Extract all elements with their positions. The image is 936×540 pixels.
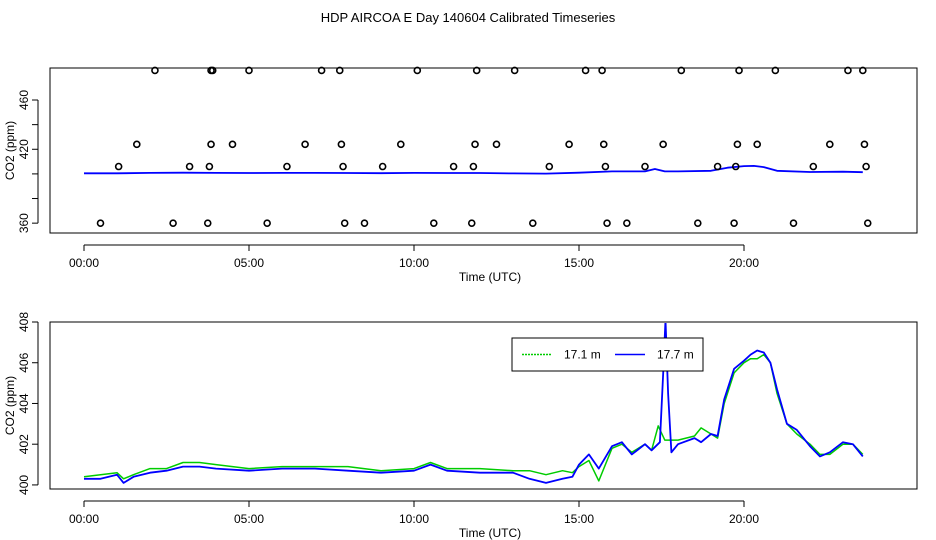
- data-point: [693, 219, 702, 227]
- y-tick-label: 420: [17, 139, 31, 159]
- y-tick-label: 404: [17, 393, 31, 413]
- plot-area: [84, 164, 863, 175]
- data-point: [730, 219, 738, 227]
- chart-title: HDP AIRCOA E Day 140604 Calibrated Times…: [321, 10, 616, 25]
- data-point: [753, 140, 762, 149]
- data-point: [713, 162, 722, 171]
- data-point: [203, 219, 212, 227]
- plot-frame: [49, 67, 918, 234]
- plot-frame: [49, 321, 918, 490]
- data-point: [863, 219, 872, 227]
- data-point: [581, 66, 590, 75]
- data-point: [207, 140, 215, 149]
- legend-label: 17.7 m: [657, 348, 694, 362]
- bottom-panel: 00:00 05:00 10:00 15:00 20:00 Time (UTC) 400 40…: [3, 312, 918, 540]
- data-point: [245, 66, 253, 75]
- data-point: [565, 140, 573, 149]
- data-point: [471, 140, 479, 149]
- y-tick-label: 400: [17, 475, 31, 495]
- data-point: [789, 219, 798, 227]
- data-point: [860, 140, 869, 149]
- data-point: [809, 162, 818, 171]
- x-tick-label: 10:00: [399, 512, 429, 526]
- data-point: [133, 140, 141, 149]
- y-tick-label: 460: [17, 90, 31, 110]
- data-point: [228, 140, 237, 149]
- data-point: [337, 140, 346, 149]
- series-line-17-1-m: [83, 353, 864, 482]
- y-axis-label: CO2 (ppm): [3, 376, 17, 435]
- x-tick-label: 10:00: [399, 256, 429, 270]
- data-point: [151, 66, 159, 75]
- x-tick-label: 15:00: [564, 512, 594, 526]
- plot-area: [83, 323, 864, 484]
- y-axis-label: CO2 (ppm): [3, 121, 17, 180]
- data-point: [731, 162, 740, 171]
- data-point: [472, 66, 481, 75]
- data-point: [598, 66, 606, 75]
- data-point: [858, 66, 867, 75]
- x-tick-label: 20:00: [729, 512, 759, 526]
- y-tick-label: 406: [17, 352, 31, 372]
- data-point: [825, 140, 834, 149]
- y-tick-label: 360: [17, 213, 31, 233]
- data-point: [335, 66, 344, 75]
- data-point: [96, 219, 105, 227]
- data-point: [185, 162, 194, 171]
- x-tick-label: 00:00: [69, 512, 99, 526]
- data-point: [429, 219, 438, 227]
- x-axis-label: Time (UTC): [459, 270, 521, 284]
- data-point: [492, 140, 501, 149]
- data-point: [263, 219, 271, 227]
- data-point: [862, 162, 870, 171]
- data-point: [205, 162, 214, 171]
- x-tick-label: 05:00: [234, 512, 264, 526]
- data-point: [413, 66, 422, 75]
- data-point: [378, 162, 387, 171]
- x-tick-label: 05:00: [234, 256, 264, 270]
- x-tick-label: 00:00: [69, 256, 99, 270]
- data-point: [301, 140, 309, 149]
- data-point: [603, 219, 611, 227]
- data-point: [360, 219, 369, 227]
- data-point: [396, 140, 405, 149]
- data-point: [317, 66, 326, 75]
- series-line-0: [84, 164, 863, 175]
- data-point: [114, 162, 123, 171]
- x-tick-label: 20:00: [729, 256, 759, 270]
- data-point: [771, 66, 780, 75]
- data-point: [599, 140, 608, 149]
- data-point: [641, 162, 649, 171]
- data-point: [623, 219, 631, 227]
- x-tick-label: 15:00: [564, 256, 594, 270]
- data-point: [844, 66, 852, 75]
- legend-label: 17.1 m: [564, 348, 601, 362]
- data-point: [735, 66, 743, 75]
- data-point: [469, 162, 478, 171]
- x-axis-label: Time (UTC): [459, 526, 521, 540]
- series-line-17-7-m: [84, 323, 864, 484]
- top-panel: 00:00 05:00 10:00 15:00 20:00 Time (UTC) 360 42…: [3, 66, 918, 284]
- data-point: [339, 162, 347, 171]
- data-point: [677, 66, 686, 75]
- data-point: [208, 66, 217, 75]
- data-point: [733, 140, 742, 149]
- data-point: [601, 162, 610, 171]
- data-point: [169, 219, 177, 227]
- data-point: [340, 219, 349, 227]
- data-point: [467, 219, 476, 227]
- data-point: [449, 162, 458, 171]
- y-tick-label: 408: [17, 312, 31, 332]
- data-point: [528, 219, 537, 227]
- data-point: [283, 162, 291, 171]
- data-point: [659, 140, 667, 149]
- data-point: [545, 162, 554, 171]
- data-point: [510, 66, 519, 75]
- y-tick-label: 402: [17, 434, 31, 454]
